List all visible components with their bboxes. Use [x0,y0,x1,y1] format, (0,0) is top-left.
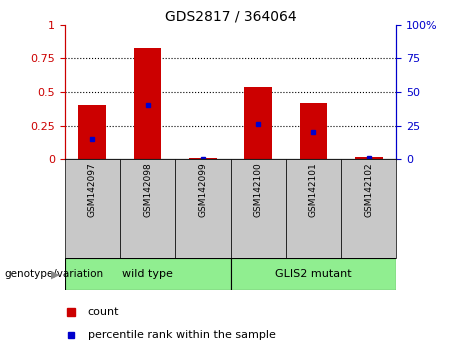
Bar [341,159,396,258]
Text: GSM142101: GSM142101 [309,162,318,217]
Title: GDS2817 / 364064: GDS2817 / 364064 [165,10,296,24]
Text: GSM142098: GSM142098 [143,162,152,217]
Text: GLIS2 mutant: GLIS2 mutant [275,269,352,279]
Text: GSM142099: GSM142099 [198,162,207,217]
Bar [78,105,106,159]
Text: count: count [88,307,119,317]
Bar [65,159,120,258]
Text: percentile rank within the sample: percentile rank within the sample [88,330,276,339]
Bar [120,159,175,258]
Text: GSM142097: GSM142097 [88,162,97,217]
Bar [286,159,341,258]
Text: GSM142102: GSM142102 [364,162,373,217]
Bar [189,158,217,159]
Text: genotype/variation: genotype/variation [5,269,104,279]
Bar [230,159,286,258]
Text: ▶: ▶ [52,269,60,279]
Bar [65,258,230,290]
Bar [355,156,383,159]
Bar [244,87,272,159]
Bar [134,48,161,159]
Bar [230,258,396,290]
Bar [300,103,327,159]
Text: GSM142100: GSM142100 [254,162,263,217]
Text: wild type: wild type [122,269,173,279]
Bar [175,159,230,258]
